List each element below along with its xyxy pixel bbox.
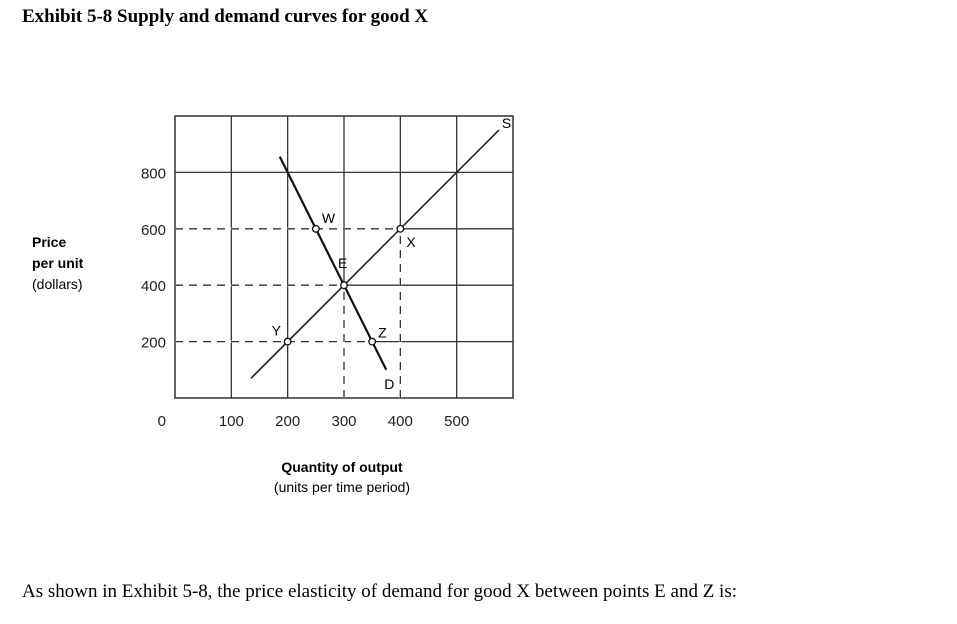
x-tick-label: 400 [388,413,413,430]
origin-label: 0 [158,413,166,430]
x-label-line2: (units per time period) [273,479,411,495]
x-tick-label: 300 [331,413,356,430]
curve-D [278,156,388,371]
point-W [311,224,320,233]
point-label-Y: Y [272,323,282,339]
x-label-line1: Quantity of output [281,459,403,475]
point-E [340,281,348,290]
y-label-line2: per unit [32,255,84,271]
exhibit-title: Exhibit 5-8 Supply and demand curves for… [22,6,429,27]
y-tick-label: 600 [141,222,166,239]
point-Z [368,337,377,346]
y-tick-label: 800 [141,165,166,182]
question-text: As shown in Exhibit 5-8, the price elast… [22,581,737,602]
curve-S [250,129,500,379]
x-tick-label: 200 [275,413,300,430]
y-label-line3: (dollars) [32,276,83,292]
y-label-line1: Price [32,234,67,250]
y-tick-label: 400 [141,278,166,295]
curve-label-D: D [384,376,394,392]
x-axis-label: Quantity of output (units per time perio… [252,457,432,497]
point-label-Z: Z [378,325,387,341]
point-Y [283,337,292,346]
y-axis-label: Price per unit (dollars) [32,232,83,295]
point-label-E: E [338,255,347,271]
point-label-W: W [322,210,336,226]
point-label-X: X [406,234,416,250]
y-tick-label: 200 [141,335,166,352]
curve-label-S: S [502,115,511,131]
point-X [396,224,405,233]
x-tick-label: 500 [444,413,469,430]
x-tick-label: 100 [219,413,244,430]
